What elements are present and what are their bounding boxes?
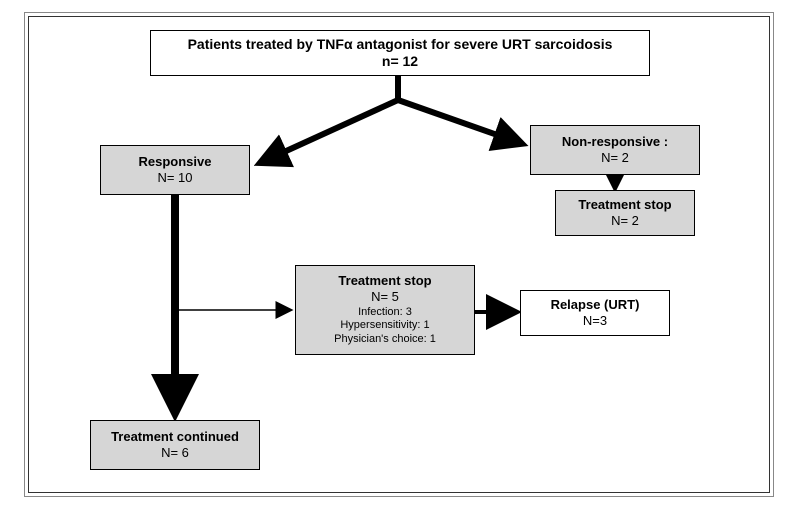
treatcont-box: Treatment continued N= 6 <box>90 420 260 470</box>
nonresponsive-n: N= 2 <box>601 150 629 166</box>
treatstop-r-sub1: Infection: 3 <box>358 306 412 320</box>
title-line2: n= 12 <box>382 53 418 71</box>
relapse-label: Relapse (URT) <box>551 297 640 313</box>
treatstop-r-sub3: Physician's choice: 1 <box>334 333 436 347</box>
treatstop-r-label: Treatment stop <box>338 273 431 289</box>
treatstop-nr-label: Treatment stop <box>578 197 671 213</box>
canvas: Patients treated by TNFα antagonist for … <box>0 0 798 509</box>
treatstop-nr-n: N= 2 <box>611 213 639 229</box>
relapse-n: N=3 <box>583 313 607 329</box>
treatstop-r-n: N= 5 <box>371 289 399 305</box>
responsive-label: Responsive <box>139 154 212 170</box>
title-box: Patients treated by TNFα antagonist for … <box>150 30 650 76</box>
responsive-box: Responsive N= 10 <box>100 145 250 195</box>
relapse-box: Relapse (URT) N=3 <box>520 290 670 336</box>
treatcont-n: N= 6 <box>161 445 189 461</box>
treatstop-nr-box: Treatment stop N= 2 <box>555 190 695 236</box>
responsive-n: N= 10 <box>157 170 192 186</box>
nonresponsive-box: Non-responsive : N= 2 <box>530 125 700 175</box>
treatstop-r-box: Treatment stop N= 5 Infection: 3 Hyperse… <box>295 265 475 355</box>
treatstop-r-sub2: Hypersensitivity: 1 <box>340 319 429 333</box>
treatcont-label: Treatment continued <box>111 429 239 445</box>
title-line1: Patients treated by TNFα antagonist for … <box>188 36 613 54</box>
nonresponsive-label: Non-responsive : <box>562 134 668 150</box>
